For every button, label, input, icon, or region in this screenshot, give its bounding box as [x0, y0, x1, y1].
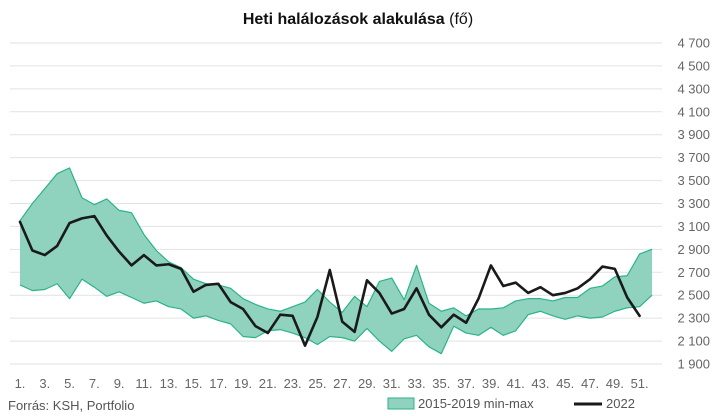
x-tick-label: 45. — [556, 376, 574, 391]
x-tick-label: 19. — [234, 376, 252, 391]
y-tick-label: 3 300 — [677, 196, 710, 211]
y-tick-label: 3 700 — [677, 150, 710, 165]
y-tick-label: 2 500 — [677, 288, 710, 303]
x-tick-label: 33. — [408, 376, 426, 391]
series-line-2022 — [18, 214, 641, 347]
x-tick-label: 27. — [333, 376, 351, 391]
y-tick-label: 4 100 — [677, 104, 710, 119]
min-max-band-layer — [19, 167, 653, 355]
x-tick-label: 1. — [15, 376, 26, 391]
x-tick-label: 13. — [160, 376, 178, 391]
source-note: Forrás: KSH, Portfolio — [8, 398, 134, 413]
x-tick-label: 35. — [432, 376, 450, 391]
x-tick-label: 17. — [209, 376, 227, 391]
x-tick-label: 31. — [383, 376, 401, 391]
x-tick-label: 47. — [581, 376, 599, 391]
x-tick-label: 25. — [308, 376, 326, 391]
chart-title-unit: (fő) — [449, 11, 473, 28]
x-tick-label: 37. — [457, 376, 475, 391]
chart-title-text: Heti halálozások alakulása — [243, 11, 445, 28]
min-max-band-lower-edge — [19, 278, 653, 355]
y-tick-label: 4 700 — [677, 36, 710, 51]
y-tick-label: 3 900 — [677, 127, 710, 142]
x-tick-label: 41. — [507, 376, 525, 391]
x-tick-label: 43. — [531, 376, 549, 391]
y-tick-label: 4 300 — [677, 81, 710, 96]
chart-title: Heti halálozások alakulása (fő) — [243, 11, 473, 28]
y-tick-label: 4 500 — [677, 58, 710, 73]
legend: 2015-2019 min-max 2022 — [387, 396, 635, 411]
x-tick-label: 49. — [606, 376, 624, 391]
x-tick-label: 21. — [259, 376, 277, 391]
y-tick-label: 2 100 — [677, 334, 710, 349]
legend-band-label: 2015-2019 min-max — [418, 396, 534, 411]
y-tick-label: 2 700 — [677, 265, 710, 280]
legend-line-label: 2022 — [606, 396, 635, 411]
x-tick-label: 7. — [89, 376, 100, 391]
series-line-layer — [18, 214, 641, 347]
x-tick-label: 5. — [64, 376, 75, 391]
x-tick-label: 39. — [482, 376, 500, 391]
x-tick-label: 15. — [184, 376, 202, 391]
x-axis: 1. 3. 5. 7. 9. 11. 13. 15. 17. 19. 21. 23. 25. 27. 29.… — [15, 376, 649, 391]
x-tick-label: 29. — [358, 376, 376, 391]
y-tick-label: 3 500 — [677, 173, 710, 188]
y-tick-label: 2 300 — [677, 311, 710, 326]
min-max-band-area — [20, 167, 652, 354]
y-tick-label: 1 900 — [677, 357, 710, 372]
y-axis: 4 700 4 500 4 300 4 100 3 900 3 700 3 500 3 300… — [677, 36, 710, 372]
y-tick-label: 2 900 — [677, 242, 710, 257]
x-tick-label: 51. — [631, 376, 649, 391]
x-tick-label: 23. — [284, 376, 302, 391]
y-tick-label: 3 100 — [677, 219, 710, 234]
x-tick-label: 9. — [114, 376, 125, 391]
min-max-band-upper-edge — [19, 167, 653, 317]
legend-band-swatch — [387, 397, 415, 410]
x-tick-label: 11. — [135, 376, 152, 391]
x-tick-label: 3. — [39, 376, 50, 391]
